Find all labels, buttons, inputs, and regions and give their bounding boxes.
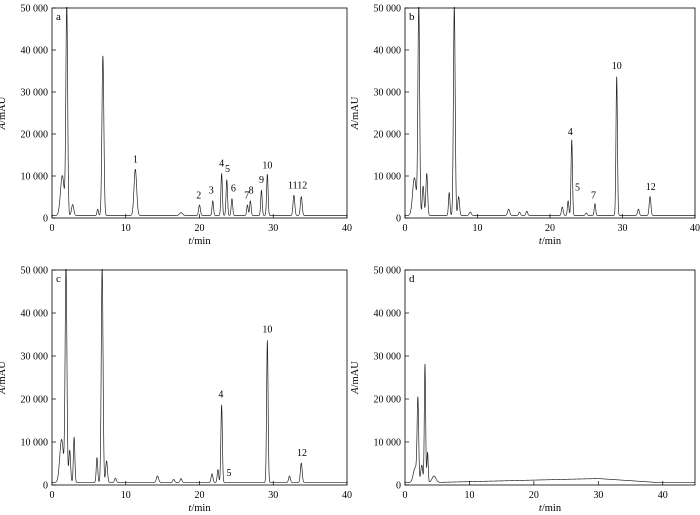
- panel-c-x-tick-label: 20: [195, 490, 205, 501]
- panel-b-y-tick-label: 10 000: [374, 172, 402, 183]
- panel-a-peak-label: 2: [196, 190, 201, 201]
- panel-a-x-tick-label: 40: [342, 223, 352, 234]
- panel-c-y-axis-title: A/mAU: [0, 361, 8, 395]
- panel-d-y-tick-label: 50 000: [374, 266, 402, 277]
- panel-c-x-tick-label: 40: [342, 490, 352, 501]
- panel-a-x-tick-label: 20: [195, 223, 205, 234]
- panel-a-peak-label: 4: [219, 158, 224, 169]
- panel-a-peak-label: 7: [244, 190, 249, 201]
- panel-b-y-tick-label: 50 000: [374, 4, 402, 15]
- panel-d-x-tick-label: 20: [529, 490, 539, 501]
- panel-a-peak-label: 6: [231, 184, 236, 195]
- panel-c-peak-label: 5: [227, 468, 232, 479]
- panel-c: 0 10 20 30 40 0 10 000 20 000 30 000 40 000 50 000…: [0, 266, 352, 515]
- panel-b-peak-label: 10: [612, 61, 622, 72]
- panel-a-peak-label: 8: [249, 186, 254, 197]
- panel-d-x-tick-label: 40: [658, 490, 668, 501]
- panel-c-peak-label: 4: [218, 390, 223, 401]
- panel-a-peak-label: 5: [225, 164, 230, 175]
- panel-b-peak-label: 7: [591, 190, 596, 201]
- panel-a-y-axis-title: A/mAU: [0, 96, 8, 130]
- panel-c-x-tick-label: 10: [121, 490, 131, 501]
- panel-a-trace-line: [52, 7, 347, 216]
- panel-c-x-tick-label: 30: [268, 490, 278, 501]
- panel-b-x-tick-label: 30: [618, 223, 628, 234]
- panel-a-peak-label: 10: [262, 160, 272, 171]
- panel-b-peak-label: 4: [568, 127, 573, 138]
- panel-b-peak-label: 12: [646, 182, 656, 193]
- panel-b-y-tick-label: 20 000: [374, 130, 402, 141]
- panel-c-peak-label: 10: [262, 324, 272, 335]
- panel-d-x-tick-label: 30: [593, 490, 603, 501]
- panel-c-peak-label: 12: [297, 448, 307, 459]
- panel-a: 0 10 20 30 40 0 10 000 20 000 30 000 40 000 50 000…: [0, 4, 352, 248]
- panel-a-y-tick-label: 20 000: [21, 130, 49, 141]
- panel-d-y-tick-label: 30 000: [374, 352, 402, 363]
- panel-c-y-tick-label: 0: [43, 481, 48, 492]
- panel-a-peak-label: 9: [259, 175, 264, 186]
- panel-a-peak-label: 1112: [288, 181, 307, 192]
- panel-a-peak-label: 1: [133, 155, 138, 166]
- panel-a-y-tick-label: 50 000: [21, 4, 49, 15]
- panel-a-x-tick-label: 0: [50, 223, 55, 234]
- panel-a-letter: a: [56, 11, 61, 23]
- panel-b-x-tick-label: 0: [403, 223, 408, 234]
- panel-d-x-tick-label: 10: [464, 490, 474, 501]
- panel-d-y-tick-label: 20 000: [374, 395, 402, 406]
- panel-a-y-tick-label: 10 000: [21, 172, 49, 183]
- panel-d-trace-line: [405, 363, 695, 483]
- panel-d-y-axis-title: A/mAU: [350, 361, 361, 395]
- panel-d-plot-frame: [404, 269, 696, 486]
- panel-c-x-tick-label: 0: [50, 490, 55, 501]
- panel-b-peak-label: 5: [575, 183, 580, 194]
- panel-a-y-tick-label: 0: [43, 214, 48, 225]
- panel-b-x-tick-label: 20: [545, 223, 555, 234]
- panel-d-y-tick-label: 40 000: [374, 309, 402, 320]
- panel-b-y-tick-label: 30 000: [374, 88, 402, 99]
- panel-b-x-tick-label: 10: [473, 223, 483, 234]
- panel-b-y-tick-label: 40 000: [374, 46, 402, 57]
- panel-a-x-axis-title: t/min: [188, 236, 211, 247]
- panel-b-x-tick-label: 40: [690, 223, 700, 234]
- panel-d-y-tick-label: 0: [396, 481, 401, 492]
- panel-b-y-axis-title: A/mAU: [350, 96, 361, 130]
- panel-c-x-axis-title: t/min: [188, 503, 211, 514]
- panel-b: 0 10 20 30 40 0 10 000 20 000 30 000 40 000 50 000…: [350, 4, 700, 248]
- panel-d-letter: d: [409, 273, 415, 285]
- panel-a-y-tick-label: 30 000: [21, 88, 49, 99]
- panel-c-y-tick-label: 30 000: [21, 352, 49, 363]
- panel-c-y-tick-label: 20 000: [21, 395, 49, 406]
- panel-b-letter: b: [409, 11, 415, 23]
- panel-d-x-axis-title: t/min: [539, 503, 562, 514]
- panel-b-x-axis-title: t/min: [539, 236, 562, 247]
- panel-c-y-tick-label: 50 000: [21, 266, 49, 277]
- panel-a-y-tick-label: 40 000: [21, 46, 49, 57]
- panel-d: 0 10 20 30 40 0 10 000 20 000 30 000 40 000 50 000…: [350, 266, 696, 514]
- panel-c-letter: c: [56, 273, 61, 285]
- panel-a-x-tick-label: 10: [121, 223, 131, 234]
- panel-a-peak-label: 3: [209, 186, 214, 197]
- panel-d-x-tick-label: 0: [403, 490, 408, 501]
- panel-c-y-tick-label: 10 000: [21, 438, 49, 449]
- panel-b-y-tick-label: 0: [396, 214, 401, 225]
- panel-a-x-tick-label: 30: [268, 223, 278, 234]
- panel-d-y-tick-label: 10 000: [374, 438, 402, 449]
- panel-c-y-tick-label: 40 000: [21, 309, 49, 320]
